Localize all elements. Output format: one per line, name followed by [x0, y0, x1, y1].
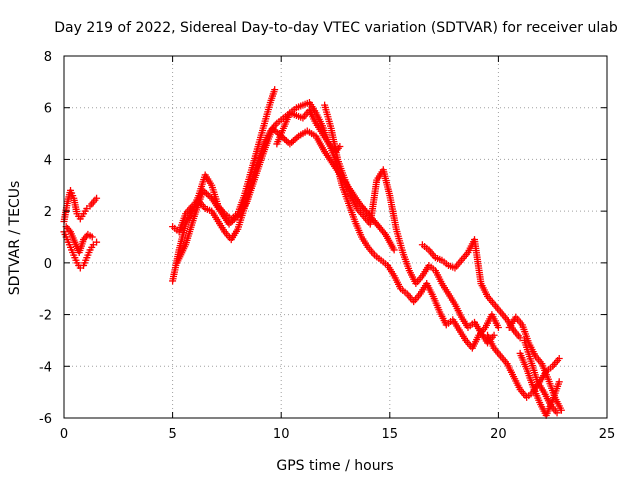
series-track-h	[321, 101, 498, 347]
x-axis-label: GPS time / hours	[276, 458, 393, 474]
y-tick-label: -4	[39, 360, 52, 375]
x-tick-label: 5	[168, 427, 176, 442]
series-track-l	[516, 349, 563, 419]
data-point	[494, 324, 502, 331]
x-tick-label: 20	[490, 427, 507, 442]
series-track-b	[60, 228, 101, 272]
y-tick-label: 6	[44, 102, 52, 117]
series-track-k	[505, 313, 565, 414]
data-point	[88, 233, 96, 241]
series-track-m	[520, 336, 561, 417]
axis-ticks: 0 5 10 15 20 25 -6 -4 -2 0 2 4 6 8	[39, 50, 615, 442]
x-tick-label: 0	[60, 427, 68, 442]
y-tick-label: 2	[44, 205, 52, 220]
data-point	[271, 86, 279, 94]
series-track-c	[62, 223, 96, 257]
data-point	[553, 409, 561, 417]
data-point	[390, 246, 398, 254]
data-point	[555, 355, 563, 363]
data-point	[555, 378, 563, 386]
y-tick-label: -2	[39, 309, 52, 324]
data-point	[516, 334, 524, 342]
data-point	[557, 406, 565, 414]
data-points	[60, 86, 565, 419]
data-point	[490, 331, 498, 339]
x-tick-label: 10	[273, 427, 290, 442]
series-track-j	[484, 331, 563, 401]
y-tick-label: 8	[44, 50, 52, 65]
y-tick-label: -6	[39, 412, 52, 427]
chart-title: Day 219 of 2022, Sidereal Day-to-day VTE…	[54, 20, 618, 36]
data-point	[93, 194, 101, 202]
x-tick-label: 25	[599, 427, 616, 442]
series-track-i	[418, 236, 524, 342]
y-tick-label: 0	[44, 257, 52, 272]
y-axis-label: SDTVAR / TECUs	[7, 181, 23, 296]
plot-frame	[63, 55, 608, 419]
x-tick-label: 15	[382, 427, 399, 442]
gridlines	[64, 56, 607, 418]
data-point	[93, 238, 101, 246]
y-tick-label: 4	[44, 153, 52, 168]
